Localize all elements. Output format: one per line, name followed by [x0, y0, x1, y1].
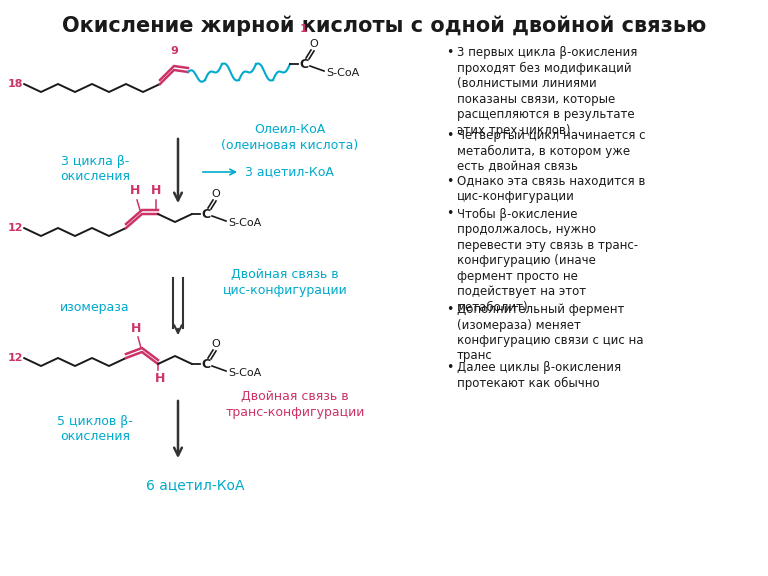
Text: Далее циклы β-окисления
протекают как обычно: Далее циклы β-окисления протекают как об… [457, 361, 621, 389]
Text: H: H [155, 372, 165, 385]
Text: •: • [446, 361, 453, 374]
Text: 1: 1 [300, 24, 308, 34]
Text: Двойная связь в
транс-конфигурации: Двойная связь в транс-конфигурации [225, 390, 365, 419]
Text: C: C [201, 358, 210, 370]
Text: 12: 12 [7, 223, 23, 233]
Text: •: • [446, 303, 453, 316]
Text: C: C [300, 58, 309, 70]
Text: H: H [130, 184, 141, 197]
Text: Однако эта связь находится в
цис-конфигурации: Однако эта связь находится в цис-конфигу… [457, 175, 645, 203]
Text: Дополнительный фермент
(изомераза) меняет
конфигурацию связи с цис на
транс: Дополнительный фермент (изомераза) меняе… [457, 303, 644, 362]
Text: 3 первых цикла β-окисления
проходят без модификаций
(волнистыми линиями
показаны: 3 первых цикла β-окисления проходят без … [457, 46, 637, 137]
Text: O: O [310, 39, 319, 49]
Text: 12: 12 [7, 353, 23, 363]
Text: 3 цикла β-
окисления: 3 цикла β- окисления [60, 154, 130, 184]
Text: изомераза: изомераза [60, 301, 130, 314]
Text: Двойная связь в
цис-конфигурации: Двойная связь в цис-конфигурации [223, 268, 347, 297]
Text: S-CoA: S-CoA [228, 368, 261, 378]
Text: •: • [446, 46, 453, 59]
Text: S-CoA: S-CoA [326, 68, 359, 78]
Text: Четвертый цикл начинается с
метаболита, в котором уже
есть двойная связь: Четвертый цикл начинается с метаболита, … [457, 129, 645, 173]
Text: H: H [151, 184, 161, 197]
Text: O: O [212, 339, 220, 349]
Text: Чтобы β-окисление
продолжалось, нужно
перевести эту связь в транс-
конфигурацию : Чтобы β-окисление продолжалось, нужно пе… [457, 207, 638, 313]
Text: S-CoA: S-CoA [228, 218, 261, 228]
Text: 6 ацетил-КоА: 6 ацетил-КоА [146, 478, 244, 492]
Text: •: • [446, 129, 453, 142]
Text: C: C [201, 207, 210, 221]
Text: Олеил-КоА
(олеиновая кислота): Олеил-КоА (олеиновая кислота) [221, 123, 359, 152]
Text: 5 циклов β-
окисления: 5 циклов β- окисления [57, 415, 133, 444]
Text: 3 ацетил-КоА: 3 ацетил-КоА [245, 165, 334, 179]
Text: 18: 18 [7, 79, 23, 89]
Text: H: H [131, 322, 141, 335]
Text: 9: 9 [170, 46, 178, 56]
Text: •: • [446, 207, 453, 221]
Text: Окисление жирной кислоты с одной двойной связью: Окисление жирной кислоты с одной двойной… [62, 16, 706, 36]
Text: O: O [212, 189, 220, 199]
Text: •: • [446, 175, 453, 188]
